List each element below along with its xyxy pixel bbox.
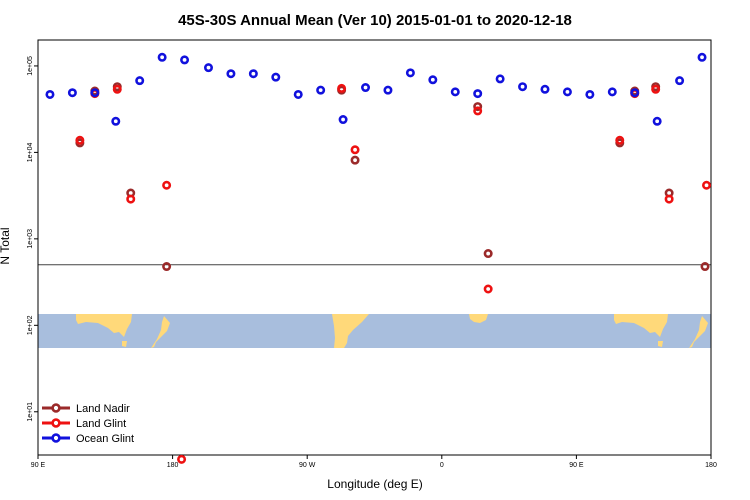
x-tick-label: 90 E xyxy=(569,462,584,469)
map-land-tasmania xyxy=(122,341,127,347)
legend-marker xyxy=(51,418,61,428)
point-land-glint xyxy=(615,135,625,145)
point-ocean-glint xyxy=(697,52,707,62)
point-ocean-glint xyxy=(293,89,303,99)
legend-label: Land Nadir xyxy=(76,403,130,415)
map-land-new-zealand-repeat xyxy=(689,316,708,348)
point-ocean-glint xyxy=(180,55,190,65)
point-ocean-glint xyxy=(450,87,460,97)
point-ocean-glint xyxy=(361,83,371,93)
map-land-new-zealand xyxy=(151,316,170,348)
point-land-glint xyxy=(126,194,136,204)
legend-label: Land Glint xyxy=(76,418,126,430)
point-ocean-glint xyxy=(540,84,550,94)
point-land-glint xyxy=(702,180,712,190)
point-ocean-glint xyxy=(135,76,145,86)
point-ocean-glint xyxy=(157,52,167,62)
point-land-glint xyxy=(473,106,483,116)
y-tick-label: 1e+04 xyxy=(27,142,34,162)
legend-marker xyxy=(51,403,61,413)
y-tick-label: 1e+05 xyxy=(27,56,34,76)
map-land-australia-repeat xyxy=(614,314,668,337)
legend-item-land-glint: Land Glint xyxy=(42,418,126,430)
point-land-glint xyxy=(177,454,187,464)
x-axis: 90 E 180 90 W 0 90 E 180 xyxy=(31,455,717,469)
point-land-glint xyxy=(162,180,172,190)
point-land-nadir xyxy=(700,262,710,272)
point-ocean-glint xyxy=(226,69,236,79)
point-ocean-glint xyxy=(495,74,505,84)
legend-item-ocean-glint: Ocean Glint xyxy=(42,433,134,445)
point-ocean-glint xyxy=(630,88,640,98)
point-ocean-glint xyxy=(203,63,213,73)
map-land-africa xyxy=(469,314,488,323)
point-land-glint xyxy=(112,84,122,94)
point-ocean-glint xyxy=(562,87,572,97)
point-ocean-glint xyxy=(248,69,258,79)
point-ocean-glint xyxy=(383,85,393,95)
map-land-australia xyxy=(76,314,132,337)
y-tick-label: 1e+02 xyxy=(27,315,34,335)
point-ocean-glint xyxy=(428,75,438,85)
point-ocean-glint xyxy=(90,88,100,98)
legend-marker xyxy=(51,433,61,443)
point-ocean-glint xyxy=(607,87,617,97)
point-land-glint xyxy=(651,84,661,94)
chart-title: 45S-30S Annual Mean (Ver 10) 2015-01-01 … xyxy=(178,12,572,29)
point-land-glint xyxy=(664,194,674,204)
point-land-glint xyxy=(350,145,360,155)
world-map-band xyxy=(38,314,711,348)
point-ocean-glint xyxy=(675,76,685,86)
x-tick-label: 90 W xyxy=(299,462,316,469)
x-tick-label: 180 xyxy=(167,462,179,469)
data-points xyxy=(45,52,712,464)
point-land-nadir xyxy=(473,102,483,112)
legend-label: Ocean Glint xyxy=(76,433,134,445)
point-ocean-glint xyxy=(271,72,281,82)
point-ocean-glint xyxy=(405,68,415,78)
y-tick-label: 1e+03 xyxy=(27,229,34,249)
legend: Land Nadir Land Glint Ocean Glint xyxy=(42,403,134,445)
point-ocean-glint xyxy=(585,89,595,99)
point-land-glint xyxy=(337,83,347,93)
point-ocean-glint xyxy=(652,116,662,126)
y-tick-label: 1e+01 xyxy=(27,402,34,422)
point-land-nadir xyxy=(162,262,172,272)
point-ocean-glint xyxy=(67,88,77,98)
x-axis-label: Longitude (deg E) xyxy=(327,477,422,491)
point-land-glint xyxy=(75,135,85,145)
point-land-nadir xyxy=(350,155,360,165)
point-ocean-glint xyxy=(316,85,326,95)
point-ocean-glint xyxy=(111,116,121,126)
legend-item-land-nadir: Land Nadir xyxy=(42,403,130,415)
point-ocean-glint xyxy=(473,89,483,99)
map-land-south-america xyxy=(332,314,369,348)
x-tick-label: 90 E xyxy=(31,462,46,469)
point-ocean-glint xyxy=(518,82,528,92)
x-tick-label: 0 xyxy=(440,462,444,469)
point-ocean-glint xyxy=(45,89,55,99)
map-ocean xyxy=(38,314,711,348)
map-land-tasmania-repeat xyxy=(658,341,663,347)
point-ocean-glint xyxy=(338,115,348,125)
plot-frame xyxy=(37,39,712,456)
x-tick-label: 180 xyxy=(705,462,717,469)
point-land-nadir xyxy=(483,249,493,259)
point-land-glint xyxy=(483,284,493,294)
y-axis: 1e+01 1e+02 1e+03 1e+04 1e+05 xyxy=(27,56,38,422)
y-axis-label: N Total xyxy=(0,227,12,264)
